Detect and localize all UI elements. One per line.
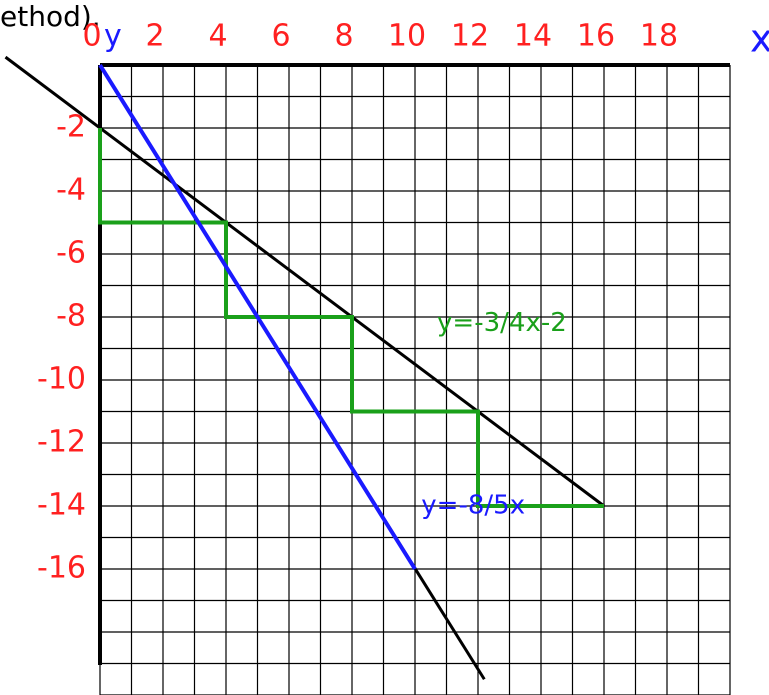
annotation: y=-3/4x-2 bbox=[437, 308, 567, 338]
y-tick-label: -4 bbox=[56, 173, 86, 208]
x-axis-label: x bbox=[750, 17, 769, 61]
x-tick-label: 8 bbox=[334, 19, 353, 54]
y-tick-label: -8 bbox=[56, 299, 86, 334]
y-tick-label: -16 bbox=[37, 551, 86, 586]
x-tick-label: 12 bbox=[451, 19, 489, 54]
x-tick-label: 6 bbox=[271, 19, 290, 54]
y-axis-label: y bbox=[104, 19, 122, 54]
x-tick-label: 2 bbox=[145, 19, 164, 54]
x-tick-label: 16 bbox=[577, 19, 615, 54]
annotation: y=-8/5x bbox=[421, 491, 525, 521]
series-line bbox=[6, 57, 605, 506]
y-tick-label: -12 bbox=[37, 425, 86, 460]
y-tick-label: -10 bbox=[37, 362, 86, 397]
y-tick-label: -6 bbox=[56, 236, 86, 271]
x-tick-label: 14 bbox=[514, 19, 552, 54]
x-tick-label: 18 bbox=[640, 19, 678, 54]
chart: ethod). 024681012141618-2-4-6-8-10-12-14… bbox=[0, 0, 769, 695]
y-tick-label: -14 bbox=[37, 488, 86, 523]
x-tick-label: 0 bbox=[82, 19, 101, 54]
x-tick-label: 4 bbox=[208, 19, 227, 54]
x-tick-label: 10 bbox=[388, 19, 426, 54]
